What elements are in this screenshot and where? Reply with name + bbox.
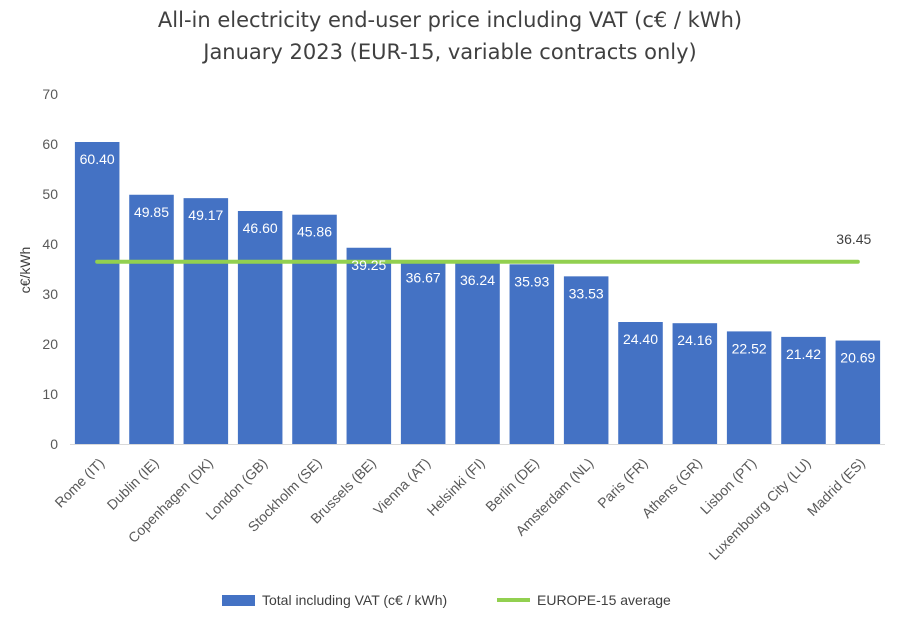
bar-data-label: 49.85 — [134, 204, 169, 220]
x-tick-label: Paris (FR) — [594, 455, 650, 511]
y-tick-label: 20 — [42, 336, 58, 352]
bar — [672, 323, 718, 444]
bar — [183, 198, 229, 444]
x-tick-label: Dublin (IE) — [104, 455, 162, 513]
x-tick-label: Luxembourg City (LU) — [705, 455, 813, 563]
bar — [563, 276, 609, 444]
y-axis-label: c€/kWh — [17, 247, 33, 294]
bar — [129, 194, 174, 444]
bar-data-label: 24.16 — [677, 332, 712, 348]
bar-data-label: 21.42 — [786, 346, 821, 362]
bar-data-label: 33.53 — [569, 285, 604, 301]
y-tick-label: 0 — [50, 436, 58, 452]
x-tick-label: Madrid (ES) — [804, 455, 868, 519]
bar-data-label: 35.93 — [514, 273, 549, 289]
x-tick-label: Helsinki (FI) — [424, 455, 488, 519]
bar — [455, 262, 500, 444]
bar — [74, 142, 120, 444]
chart-title: All-in electricity end-user price includ… — [157, 8, 743, 32]
average-data-label: 36.45 — [836, 231, 871, 247]
bar — [509, 264, 555, 444]
bar-data-label: 46.60 — [243, 220, 278, 236]
bar-data-label: 36.24 — [460, 272, 495, 288]
y-tick-label: 10 — [42, 386, 58, 402]
y-tick-label: 60 — [42, 136, 58, 152]
bar — [346, 247, 392, 444]
bar-data-label: 20.69 — [840, 350, 875, 366]
y-tick-label: 70 — [42, 86, 58, 102]
bar-data-label: 36.67 — [406, 270, 441, 286]
bar-data-label: 49.17 — [188, 207, 223, 223]
bar-data-label: 60.40 — [80, 151, 115, 167]
bar — [726, 331, 772, 444]
chart-subtitle: January 2023 (EUR-15, variable contracts… — [203, 40, 697, 64]
bar — [292, 214, 337, 444]
bar-data-label: 45.86 — [297, 224, 332, 240]
bar-data-label: 24.40 — [623, 331, 658, 347]
bar — [781, 336, 826, 444]
legend-label-bar: Total including VAT (c€ / kWh) — [262, 592, 447, 608]
bar-data-label: 39.25 — [351, 257, 386, 273]
y-tick-label: 50 — [42, 186, 58, 202]
legend-swatch-bar — [222, 595, 255, 606]
bar — [618, 322, 663, 444]
x-tick-label: Rome (IT) — [51, 455, 107, 511]
y-tick-label: 40 — [42, 236, 58, 252]
y-tick-label: 30 — [42, 286, 58, 302]
bar — [400, 260, 446, 444]
bar — [835, 340, 881, 444]
bar-data-label: 22.52 — [732, 340, 767, 356]
bar — [237, 211, 283, 444]
legend-label-line: EUROPE-15 average — [537, 592, 671, 608]
